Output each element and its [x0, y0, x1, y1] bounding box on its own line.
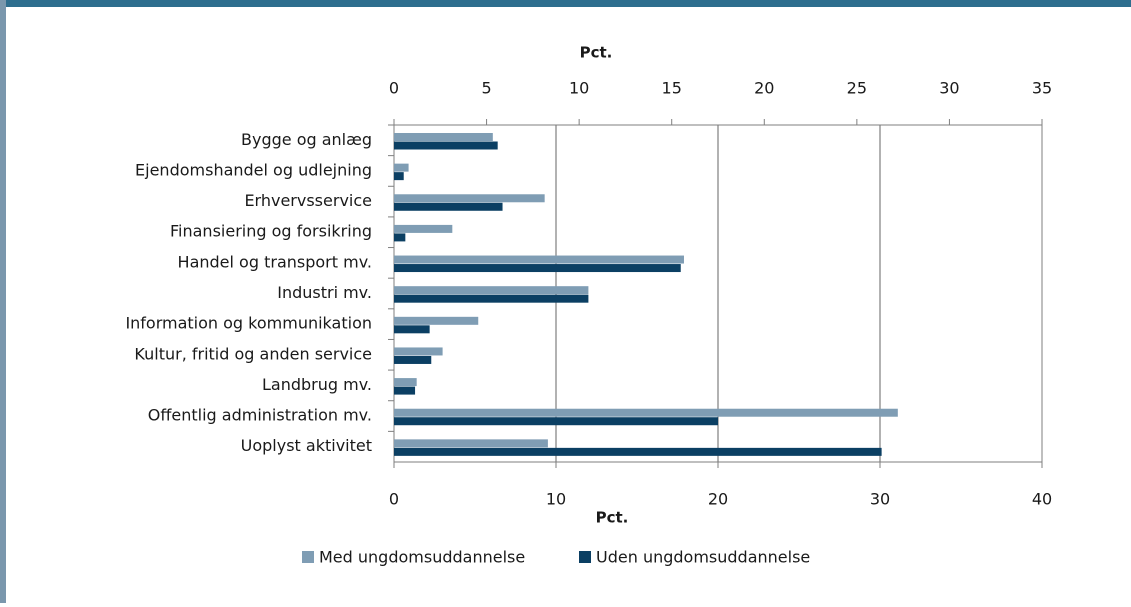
bar	[394, 417, 718, 426]
x2-tick-label: 35	[1032, 79, 1052, 98]
y-tick-label: Information og kommunikation	[125, 314, 372, 333]
bar	[394, 378, 417, 387]
bar	[394, 286, 589, 295]
x-tick-label: 20	[708, 490, 728, 509]
x-tick-label: 30	[870, 490, 890, 509]
legend-label: Uden ungdomsuddannelse	[596, 548, 810, 567]
x2-tick-label: 5	[481, 79, 491, 98]
bar	[394, 294, 589, 303]
y-tick-label: Bygge og anlæg	[241, 130, 372, 149]
bar	[394, 355, 432, 364]
legend-swatch	[302, 551, 314, 563]
y-tick-label: Erhvervsservice	[244, 191, 372, 210]
bar	[394, 447, 882, 456]
x2-axis-title: Pct.	[580, 44, 613, 62]
x2-tick-label: 0	[389, 79, 399, 98]
legend-swatch	[579, 551, 591, 563]
y-tick-label: Kultur, fritid og anden service	[134, 344, 372, 363]
legend-label: Med ungdomsuddannelse	[319, 548, 525, 567]
bar	[394, 408, 898, 417]
y-tick-label: Uoplyst aktivitet	[241, 436, 372, 455]
bar	[394, 194, 545, 203]
bar	[394, 325, 430, 334]
y-tick-label: Finansiering og forsikring	[170, 222, 372, 241]
header-band	[0, 0, 1131, 7]
x-axis-title: Pct.	[596, 509, 629, 527]
x2-tick-label: 25	[847, 79, 867, 98]
x2-tick-label: 30	[939, 79, 959, 98]
x-tick-label: 40	[1032, 490, 1052, 509]
x2-tick-label: 15	[662, 79, 682, 98]
x-tick-label: 0	[389, 490, 399, 509]
bar	[394, 255, 684, 264]
bar	[394, 133, 493, 141]
bar	[394, 264, 681, 273]
y-tick-label: Ejendomshandel og udlejning	[135, 160, 372, 179]
bar	[394, 163, 409, 172]
bar	[394, 202, 503, 211]
left-border	[0, 0, 6, 603]
bar	[394, 386, 416, 395]
bar	[394, 347, 443, 356]
y-tick-label: Landbrug mv.	[262, 375, 372, 394]
x-tick-label: 10	[546, 490, 566, 509]
bar	[394, 439, 548, 448]
x2-tick-label: 20	[754, 79, 774, 98]
x2-tick-label: 10	[569, 79, 589, 98]
bar	[394, 233, 406, 242]
bar	[394, 316, 479, 325]
y-tick-label: Offentlig administration mv.	[148, 406, 372, 425]
bar	[394, 141, 498, 150]
y-tick-label: Industri mv.	[277, 283, 372, 302]
y-tick-label: Handel og transport mv.	[178, 252, 372, 271]
bar	[394, 172, 404, 181]
bar	[394, 224, 453, 233]
